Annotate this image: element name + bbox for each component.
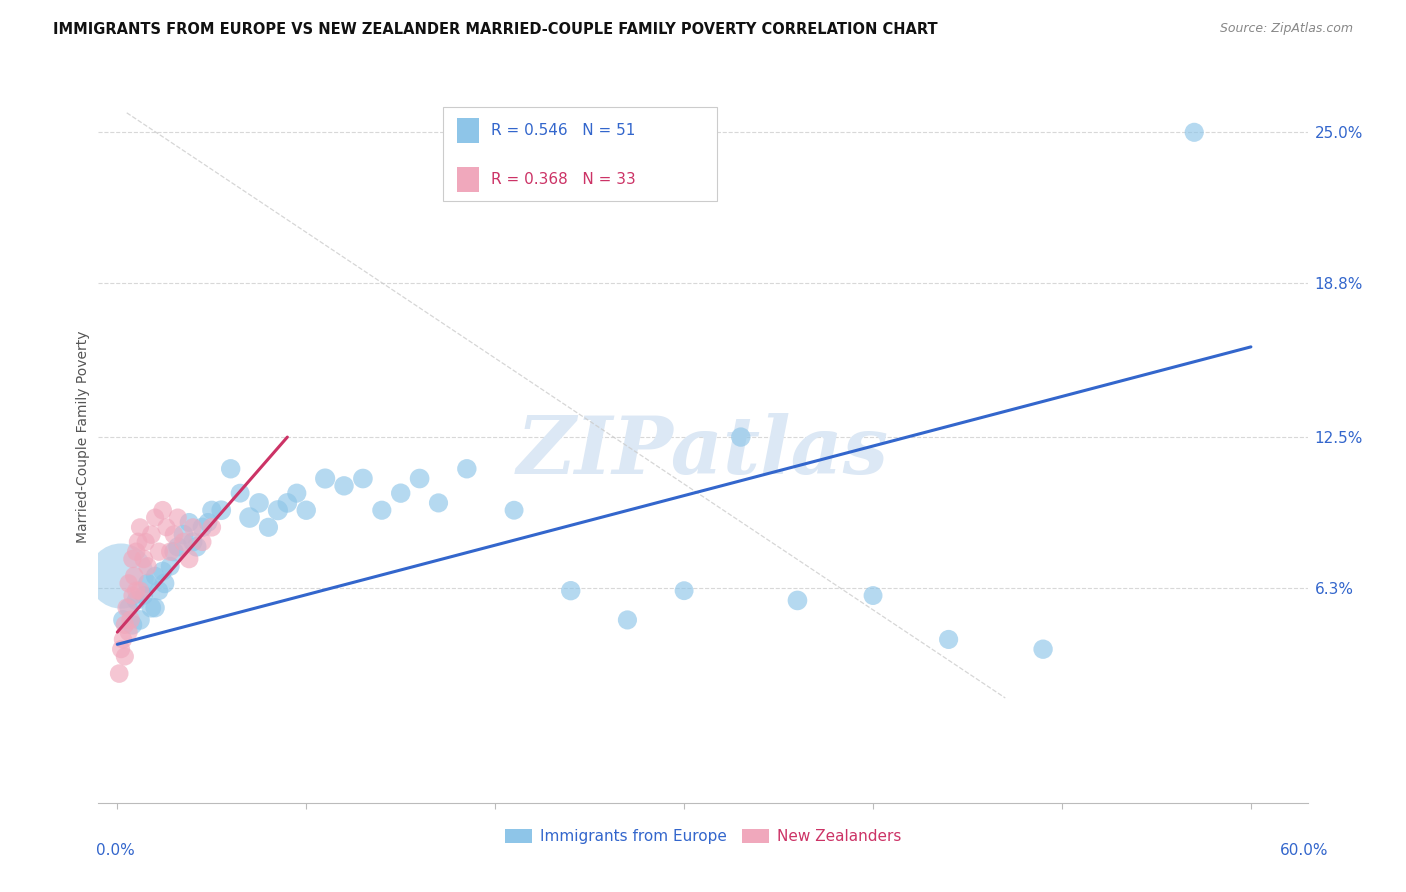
Point	[118, 625, 141, 640]
Point	[186, 540, 208, 554]
Point	[229, 486, 252, 500]
Text: R = 0.546   N = 51: R = 0.546 N = 51	[491, 123, 636, 137]
Point	[152, 564, 174, 578]
Point	[136, 576, 159, 591]
Point	[285, 486, 308, 500]
Point	[257, 520, 280, 534]
Point	[1182, 125, 1205, 139]
Point	[239, 510, 262, 524]
Point	[125, 544, 148, 558]
Point	[163, 527, 186, 541]
Point	[276, 496, 298, 510]
Point	[427, 496, 450, 510]
Point	[172, 535, 194, 549]
Point	[111, 613, 134, 627]
Text: R = 0.368   N = 33: R = 0.368 N = 33	[491, 172, 636, 186]
Point	[408, 471, 430, 485]
Point	[371, 503, 394, 517]
Point	[560, 583, 582, 598]
Point	[132, 552, 155, 566]
Point	[247, 496, 270, 510]
Point	[191, 520, 214, 534]
Point	[179, 552, 201, 566]
Point	[314, 471, 336, 485]
Point	[295, 503, 318, 517]
Point	[143, 510, 166, 524]
Point	[155, 520, 177, 534]
Point	[152, 503, 174, 517]
Point	[121, 617, 143, 632]
Point	[159, 544, 181, 558]
Point	[125, 593, 148, 607]
Point	[172, 527, 194, 541]
Point	[166, 510, 188, 524]
Point	[862, 589, 884, 603]
Point	[1032, 642, 1054, 657]
Point	[209, 503, 232, 517]
Point	[191, 535, 214, 549]
Point	[108, 666, 131, 681]
Text: IMMIGRANTS FROM EUROPE VS NEW ZEALANDER MARRIED-COUPLE FAMILY POVERTY CORRELATIO: IMMIGRANTS FROM EUROPE VS NEW ZEALANDER …	[53, 22, 938, 37]
Point	[389, 486, 412, 500]
Point	[148, 583, 170, 598]
Point	[110, 642, 132, 657]
Point	[153, 576, 176, 591]
Point	[197, 516, 219, 530]
Point	[141, 600, 163, 615]
Point	[118, 600, 141, 615]
Point	[219, 462, 242, 476]
Point	[136, 559, 159, 574]
Point	[110, 569, 132, 583]
Point	[132, 589, 155, 603]
Point	[115, 600, 138, 615]
Point	[201, 503, 224, 517]
Point	[166, 540, 188, 554]
Point	[124, 569, 146, 583]
Legend: Immigrants from Europe, New Zealanders: Immigrants from Europe, New Zealanders	[499, 822, 907, 850]
Point	[616, 613, 638, 627]
Point	[456, 462, 478, 476]
Point	[118, 576, 141, 591]
Text: 60.0%: 60.0%	[1281, 843, 1329, 858]
Text: 0.0%: 0.0%	[96, 843, 135, 858]
Point	[148, 544, 170, 558]
Point	[135, 535, 157, 549]
Point	[129, 583, 152, 598]
Text: ZIPatlas: ZIPatlas	[517, 413, 889, 491]
Point	[159, 559, 181, 574]
Point	[111, 632, 134, 647]
Point	[129, 613, 152, 627]
Point	[786, 593, 808, 607]
Point	[114, 617, 136, 632]
Point	[163, 544, 186, 558]
Point	[673, 583, 696, 598]
Point	[141, 527, 163, 541]
Point	[938, 632, 960, 647]
Point	[143, 569, 166, 583]
Point	[181, 535, 204, 549]
Point	[120, 613, 142, 627]
Y-axis label: Married-Couple Family Poverty: Married-Couple Family Poverty	[76, 331, 90, 543]
Point	[201, 520, 224, 534]
Point	[179, 516, 201, 530]
Point	[267, 503, 290, 517]
Point	[730, 430, 752, 444]
Point	[333, 479, 356, 493]
Point	[121, 552, 143, 566]
Point	[125, 583, 148, 598]
Point	[503, 503, 526, 517]
Point	[127, 535, 149, 549]
Point	[352, 471, 374, 485]
Point	[181, 520, 204, 534]
Point	[121, 589, 143, 603]
Text: Source: ZipAtlas.com: Source: ZipAtlas.com	[1219, 22, 1353, 36]
Point	[129, 520, 152, 534]
Point	[143, 600, 166, 615]
Point	[114, 649, 136, 664]
